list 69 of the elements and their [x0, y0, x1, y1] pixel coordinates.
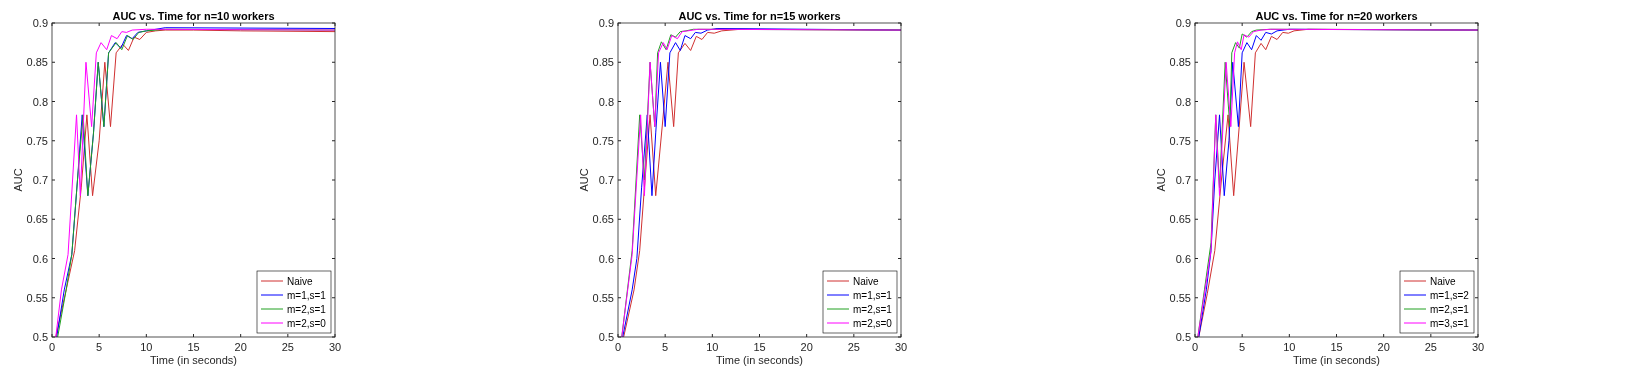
chart-title: AUC vs. Time for n=10 workers — [112, 10, 275, 22]
y-tick-label: 0.75 — [592, 134, 614, 147]
x-tick-label: 0 — [614, 341, 622, 353]
legend-label: m=2,s=0 — [853, 317, 893, 329]
x-tick-label: 10 — [1283, 341, 1296, 353]
y-tick-label: 0.85 — [26, 56, 48, 69]
y-tick-label: 0.7 — [32, 174, 48, 186]
legend-label: m=1,s=2 — [1430, 289, 1470, 301]
x-tick-label: 15 — [1330, 341, 1343, 353]
y-tick-label: 0.75 — [26, 134, 48, 147]
x-tick-label: 0 — [1191, 341, 1199, 353]
legend-label: Naive — [287, 275, 313, 287]
y-axis-title: AUC — [578, 168, 590, 192]
y-tick-label: 0.6 — [32, 252, 48, 265]
x-tick-label: 5 — [96, 341, 103, 353]
y-tick-label: 0.7 — [598, 174, 614, 186]
x-tick-label: 10 — [706, 341, 719, 353]
x-axis-title: Time (in seconds) — [149, 354, 238, 366]
x-axis-title: Time (in seconds) — [1292, 354, 1381, 366]
y-tick-label: 0.5 — [32, 331, 48, 343]
y-tick-label: 0.65 — [592, 213, 614, 226]
x-tick-label: 30 — [1471, 341, 1485, 353]
y-tick-label: 0.75 — [1169, 134, 1191, 147]
legend-label: m=2,s=0 — [287, 317, 327, 329]
y-tick-label: 0.9 — [1175, 17, 1191, 29]
legend-label: m=2,s=1 — [287, 303, 327, 315]
x-axis-title: Time (in seconds) — [715, 354, 804, 366]
y-tick-label: 0.55 — [1169, 291, 1191, 304]
x-tick-label: 10 — [140, 341, 153, 353]
y-tick-label: 0.8 — [598, 95, 614, 108]
y-tick-label: 0.5 — [1175, 331, 1191, 343]
y-tick-label: 0.9 — [32, 17, 48, 29]
x-tick-label: 5 — [1239, 341, 1246, 353]
chart-title: AUC vs. Time for n=15 workers — [678, 10, 841, 22]
y-tick-label: 0.6 — [1175, 252, 1191, 265]
y-tick-label: 0.85 — [1169, 56, 1191, 69]
x-tick-label: 30 — [894, 341, 908, 353]
x-tick-label: 25 — [1424, 341, 1437, 353]
y-tick-label: 0.55 — [26, 291, 48, 304]
y-tick-label: 0.85 — [592, 56, 614, 69]
y-tick-label: 0.9 — [598, 17, 614, 29]
chart-title: AUC vs. Time for n=20 workers — [1255, 10, 1418, 22]
y-tick-label: 0.6 — [598, 252, 614, 265]
y-tick-label: 0.5 — [598, 331, 614, 343]
x-tick-label: 25 — [847, 341, 860, 353]
legend-label: Naive — [1430, 275, 1456, 287]
y-tick-label: 0.7 — [1175, 174, 1191, 186]
y-tick-label: 0.65 — [1169, 213, 1191, 226]
x-tick-label: 30 — [328, 341, 342, 353]
legend-label: m=2,s=1 — [1430, 303, 1470, 315]
legend-label: Naive — [853, 275, 879, 287]
legend-label: m=1,s=1 — [287, 289, 327, 301]
x-tick-label: 0 — [48, 341, 56, 353]
y-tick-label: 0.8 — [32, 95, 48, 108]
x-tick-label: 5 — [662, 341, 669, 353]
legend-label: m=3,s=1 — [1430, 317, 1470, 329]
y-tick-label: 0.8 — [1175, 95, 1191, 108]
y-tick-label: 0.65 — [26, 213, 48, 226]
legend-label: m=2,s=1 — [853, 303, 893, 315]
x-tick-label: 20 — [234, 341, 247, 353]
x-tick-label: 20 — [800, 341, 813, 353]
legend-label: m=1,s=1 — [853, 289, 893, 301]
x-tick-label: 15 — [187, 341, 200, 353]
x-tick-label: 25 — [281, 341, 294, 353]
y-axis-title: AUC — [12, 168, 24, 192]
y-tick-label: 0.55 — [592, 291, 614, 304]
x-tick-label: 20 — [1377, 341, 1390, 353]
y-axis-title: AUC — [1155, 168, 1167, 192]
x-tick-label: 15 — [753, 341, 766, 353]
